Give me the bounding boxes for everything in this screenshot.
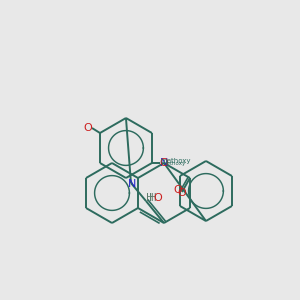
Text: H: H	[146, 193, 154, 203]
Text: O: O	[160, 158, 168, 168]
Text: methoxy: methoxy	[161, 158, 191, 164]
Text: O: O	[154, 193, 162, 203]
Text: O: O	[84, 123, 92, 133]
Text: H: H	[149, 193, 157, 203]
Text: O: O	[174, 185, 182, 195]
Text: N: N	[128, 179, 136, 189]
Text: N: N	[160, 158, 168, 168]
Text: O: O	[178, 188, 186, 198]
Text: methoxy: methoxy	[162, 160, 186, 166]
